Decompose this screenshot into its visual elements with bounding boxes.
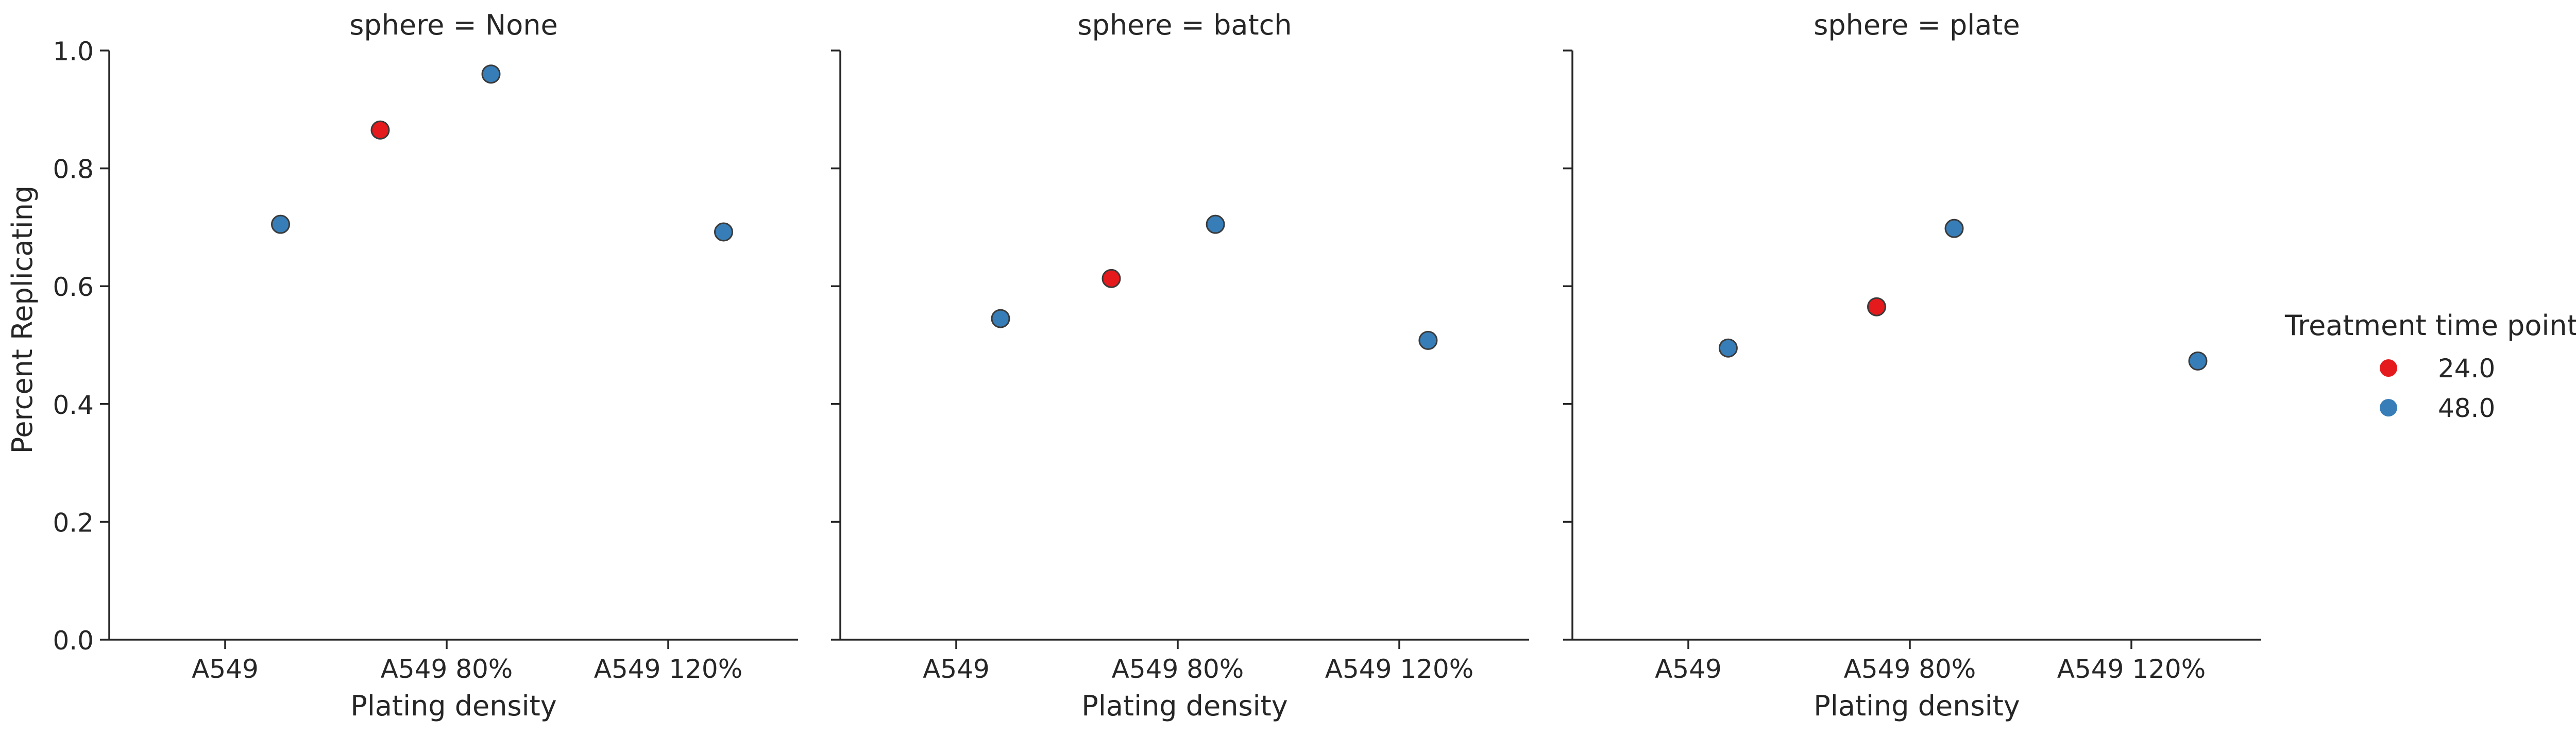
- panel-1: sphere = None 0.0 0.2 0.4 0.6 0.8 1.0 A549 A549 …: [53, 9, 798, 722]
- y-tick-label: 0.2: [53, 508, 94, 538]
- legend-marker: [2380, 399, 2397, 416]
- y-axis-label: Percent Replicating: [6, 186, 39, 454]
- data-point-48.0: [1944, 219, 1964, 238]
- y-tick-label: 1.0: [53, 37, 94, 66]
- panel-title: sphere = None: [349, 9, 558, 41]
- x-tick-label: A549: [923, 654, 990, 684]
- data-point-48.0: [271, 214, 290, 234]
- data-point-48.0: [714, 222, 733, 242]
- y-tick-label: 0.6: [53, 272, 94, 302]
- data-point-48.0: [1418, 330, 1438, 350]
- panel-title: sphere = batch: [1077, 9, 1292, 41]
- data-point-48.0: [2188, 351, 2208, 371]
- data-point-24.0: [1101, 269, 1121, 288]
- data-point-48.0: [1206, 214, 1225, 234]
- x-axis-label: Plating density: [1814, 690, 2020, 722]
- legend-entry: 24.0: [2380, 354, 2495, 383]
- x-tick-label: A549 120%: [2057, 654, 2206, 684]
- data-point-24.0: [1867, 297, 1886, 316]
- y-tick-label: 0.8: [53, 155, 94, 185]
- legend-items: 24.0 48.0: [2380, 354, 2495, 423]
- data-point-48.0: [1718, 338, 1738, 358]
- x-axis-label: Plating density: [350, 690, 557, 722]
- x-tick-label: A549 80%: [1112, 654, 1244, 684]
- legend-label: 48.0: [2438, 393, 2495, 423]
- legend-title: Treatment time point: [2284, 309, 2576, 342]
- data-point-48.0: [991, 309, 1010, 328]
- panel-title: sphere = plate: [1814, 9, 2020, 41]
- panel-2: sphere = batch A549 A549 80% A549 120% Plati…: [831, 9, 1529, 722]
- x-tick-label: A549 80%: [1844, 654, 1976, 684]
- legend-entry: 48.0: [2380, 393, 2495, 423]
- x-tick-label: A549: [192, 654, 259, 684]
- legend-marker: [2380, 359, 2397, 377]
- data-point-24.0: [370, 120, 390, 140]
- legend: Treatment time point 24.0 48.0: [2284, 309, 2576, 423]
- y-tick-label: 0.4: [53, 390, 94, 420]
- legend-label: 24.0: [2438, 354, 2495, 383]
- y-tick-label: 0.0: [53, 626, 94, 656]
- panel-3: sphere = plate A549 A549 80% A549 120% Plati…: [1563, 9, 2261, 722]
- x-axis-label: Plating density: [1081, 690, 1288, 722]
- x-tick-label: A549 80%: [381, 654, 513, 684]
- facet-panels: sphere = None 0.0 0.2 0.4 0.6 0.8 1.0 A549 A549 …: [53, 9, 2261, 722]
- x-tick-label: A549: [1655, 654, 1722, 684]
- data-point-48.0: [481, 64, 501, 84]
- x-tick-label: A549 120%: [594, 654, 742, 684]
- x-tick-label: A549 120%: [1325, 654, 1473, 684]
